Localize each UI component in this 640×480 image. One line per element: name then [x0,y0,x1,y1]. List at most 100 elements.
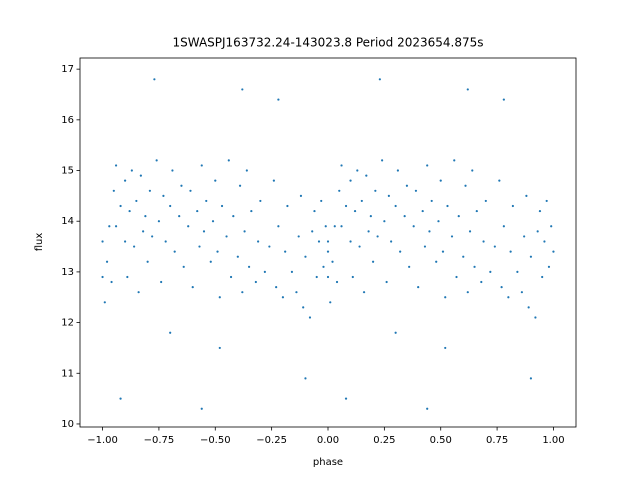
data-point [441,250,445,253]
data-point [209,260,212,263]
data-point [390,240,393,243]
data-point [428,230,431,233]
data-point [385,280,388,284]
x-tick-label: 0.50 [430,435,452,446]
data-point [126,275,129,279]
data-point [446,204,449,208]
data-point [408,265,411,268]
data-point [142,230,145,233]
y-tick-label: 13 [61,267,74,278]
data-point [169,204,172,208]
data-point [500,286,503,289]
data-point [196,209,199,213]
data-point [220,204,224,208]
data-point [534,316,537,319]
data-point [520,291,523,294]
data-point [387,194,390,197]
data-point [353,209,357,213]
data-point [462,255,465,258]
data-point [378,78,381,81]
data-point [399,250,402,253]
data-point [250,209,253,213]
data-point [241,88,244,91]
data-point [475,209,478,213]
data-point [225,235,228,238]
data-point [523,235,526,238]
data-point [128,209,131,213]
data-point [525,194,528,197]
data-point [277,98,280,101]
data-point [437,220,440,223]
y-tick-label: 10 [61,419,74,430]
data-point [482,240,485,243]
data-point [344,397,348,400]
data-point [182,265,185,268]
data-point [430,199,433,203]
data-point [444,346,447,350]
data-point [538,209,542,213]
data-point [211,220,215,223]
data-point [394,204,397,208]
data-point [376,235,379,238]
data-point [426,164,429,167]
data-point [349,179,352,182]
x-tick-label: −0.75 [144,435,175,446]
data-point [414,189,418,192]
data-point [114,164,118,167]
data-point [320,199,323,203]
data-point [498,179,501,182]
data-point [200,164,203,167]
data-point [426,407,429,410]
data-point [313,209,316,213]
data-point [123,179,127,182]
data-point [236,255,239,258]
plot-area [101,78,555,410]
data-point [484,199,487,203]
data-point [457,215,460,218]
data-point [259,199,262,203]
data-point [268,245,271,248]
data-point [169,331,172,334]
data-point [257,240,260,243]
data-point [315,275,318,279]
data-point [146,260,149,263]
data-point [374,189,377,192]
data-point [322,265,325,268]
data-point [541,275,544,279]
y-tick-label: 12 [61,318,74,329]
data-point [444,296,447,299]
data-point [545,199,548,203]
data-point [471,169,474,172]
data-point [394,331,397,334]
data-point [155,159,158,162]
data-point [358,245,361,248]
data-point [137,291,140,294]
data-point [435,260,438,263]
data-point [229,275,233,279]
data-point [173,250,176,253]
data-point [153,78,156,81]
data-point [550,225,553,228]
data-point [105,260,109,263]
x-tick-label: −0.50 [200,435,231,446]
data-point [119,397,122,400]
data-point [466,88,469,91]
x-tick-label: 1.00 [542,435,564,446]
data-point [162,194,165,197]
data-point [529,377,533,380]
data-point [511,204,514,208]
data-point [405,184,409,187]
data-point [218,346,221,350]
data-point [329,301,332,304]
data-point [362,291,366,294]
data-point [552,250,555,253]
data-point [455,275,458,279]
data-point [272,179,275,182]
data-point [198,245,201,248]
data-point [371,260,375,263]
x-tick-label: −0.25 [256,435,287,446]
data-point [383,220,386,223]
data-point [326,275,330,279]
data-point [214,179,217,182]
